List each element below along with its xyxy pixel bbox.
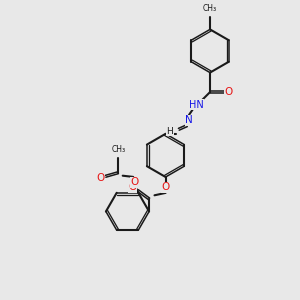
- Text: O: O: [128, 182, 136, 193]
- Text: CH₃: CH₃: [111, 145, 125, 154]
- Text: H: H: [167, 127, 173, 136]
- Text: O: O: [130, 177, 139, 187]
- Text: O: O: [161, 182, 170, 193]
- Text: HN: HN: [188, 100, 203, 110]
- Text: O: O: [225, 87, 233, 97]
- Text: N: N: [185, 115, 193, 125]
- Text: CH₃: CH₃: [203, 4, 217, 13]
- Text: O: O: [96, 173, 104, 183]
